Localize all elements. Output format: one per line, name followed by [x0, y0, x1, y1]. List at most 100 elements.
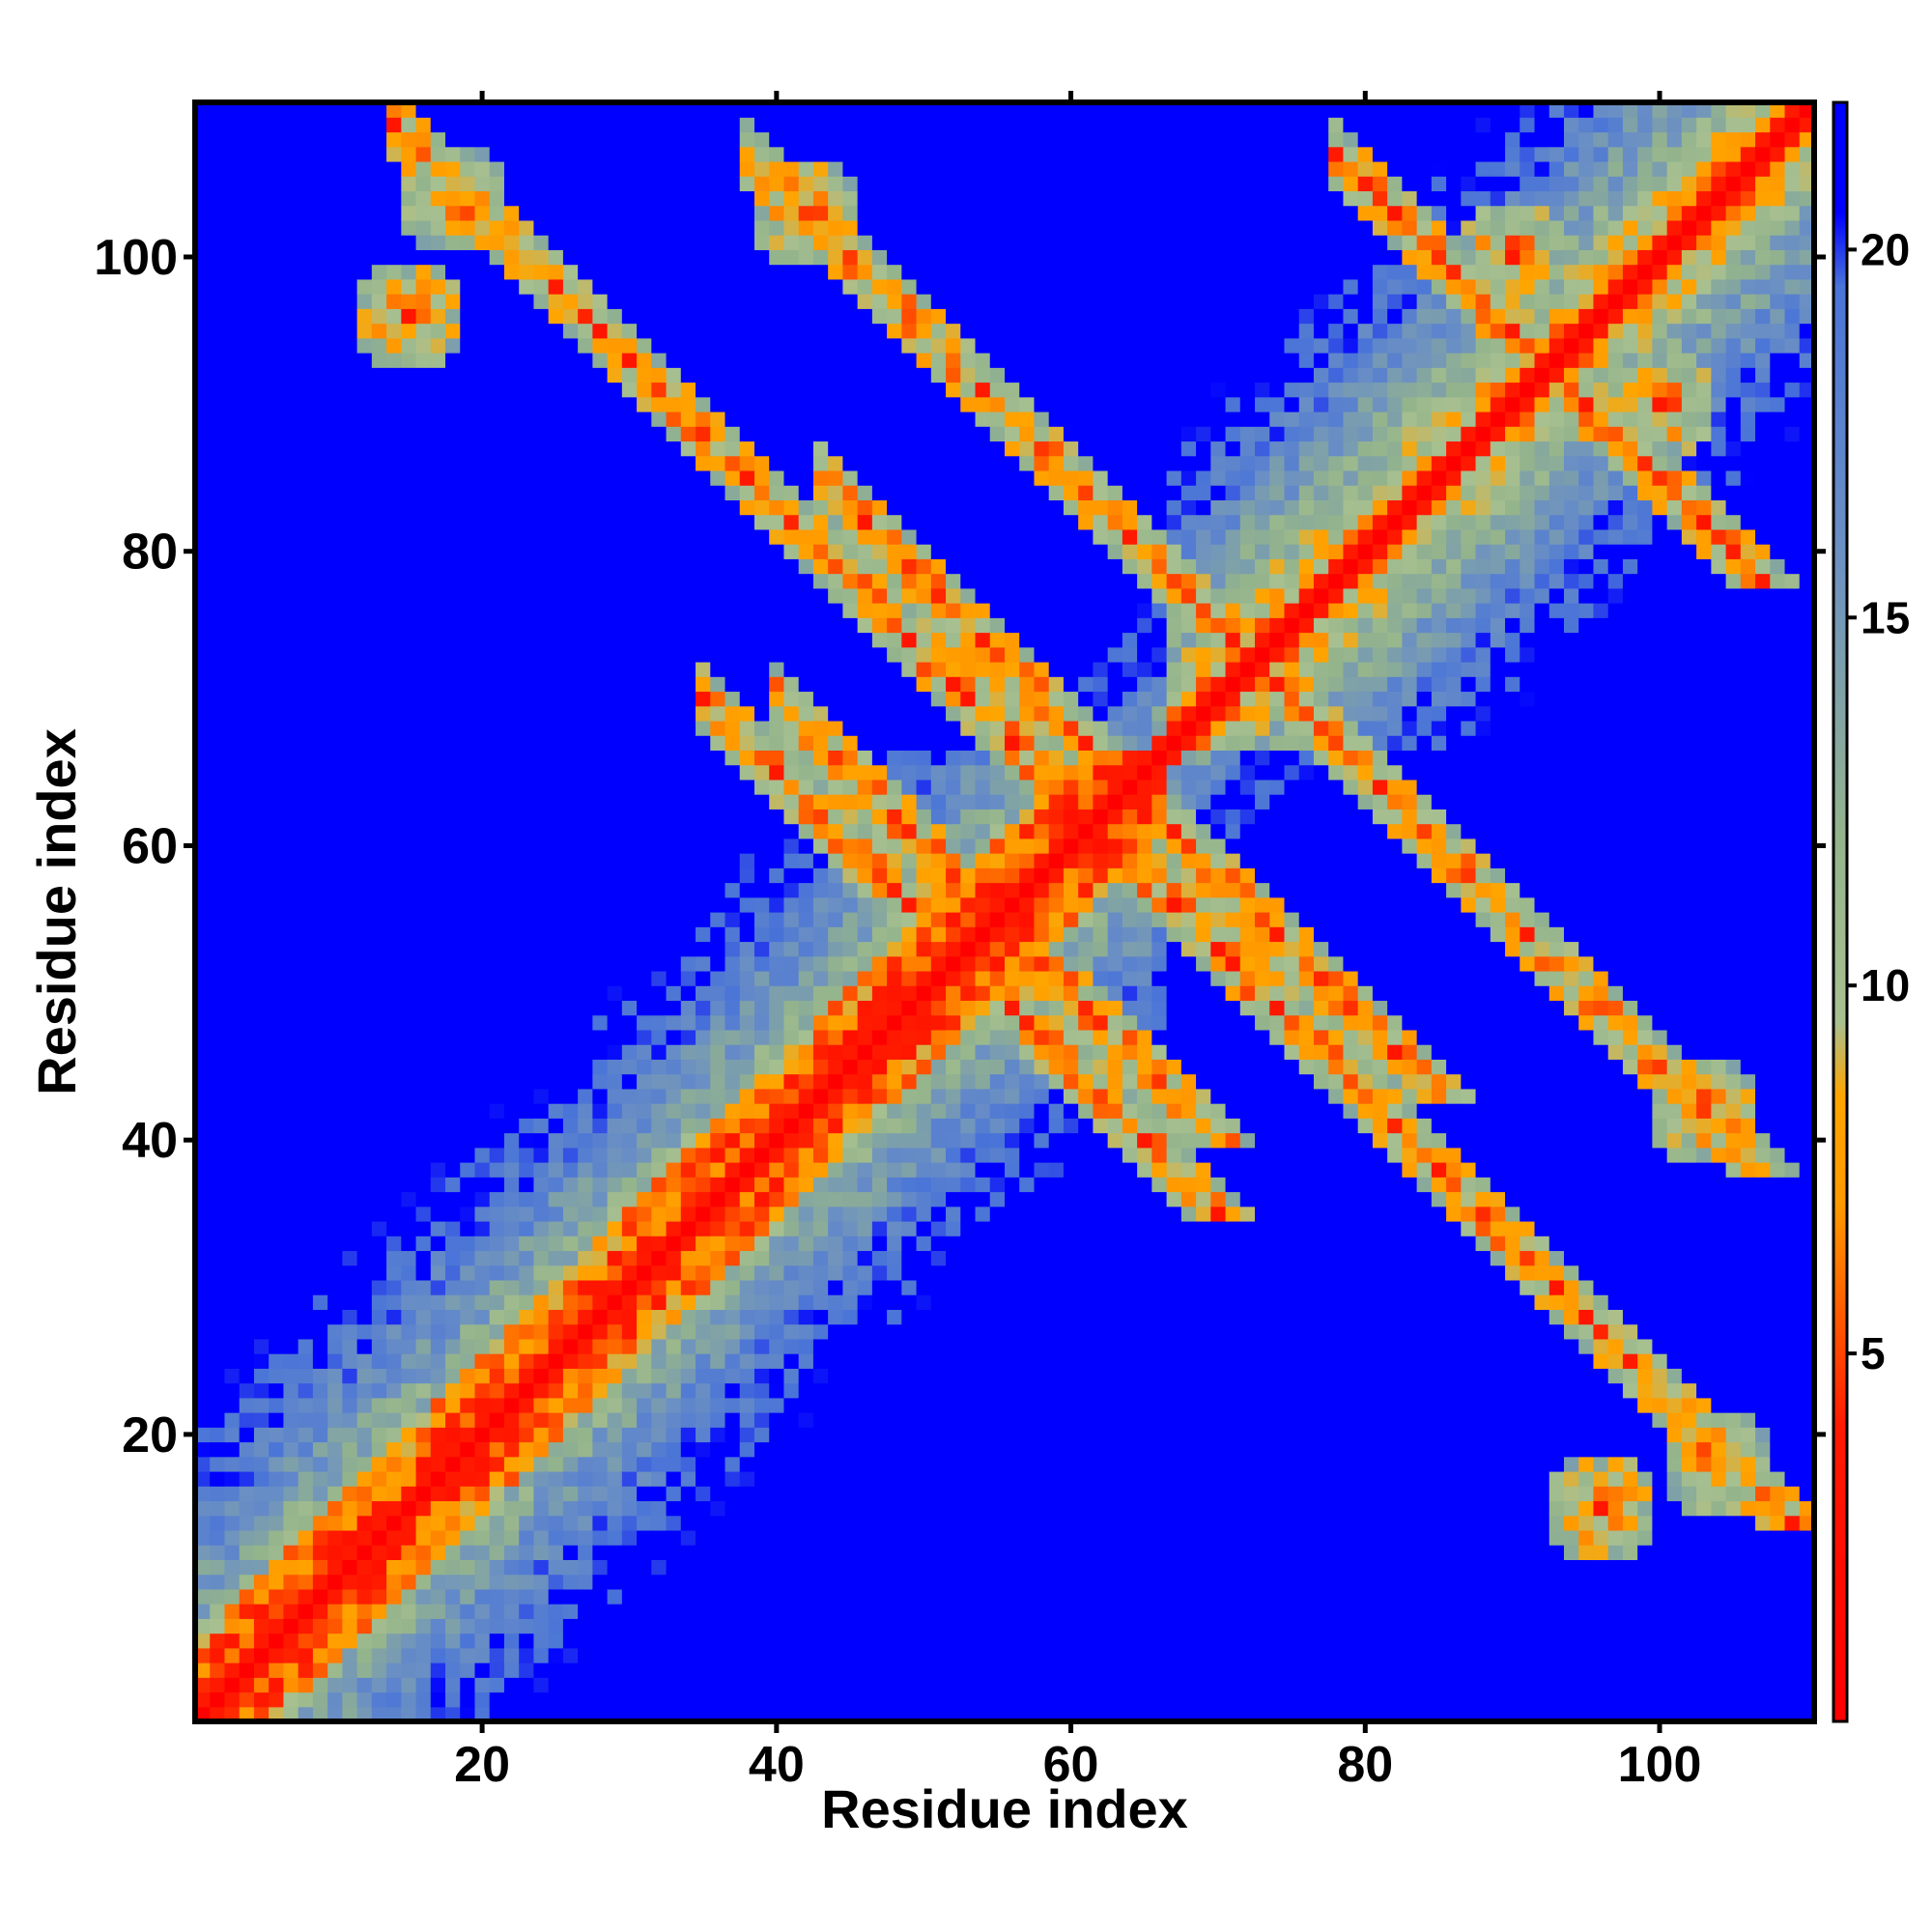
heatmap-cell: [710, 1059, 726, 1075]
heatmap-cell: [298, 896, 314, 913]
heatmap-cell: [607, 735, 623, 751]
heatmap-cell: [798, 1014, 814, 1031]
heatmap-cell: [637, 544, 652, 559]
heatmap-cell: [298, 985, 314, 1002]
heatmap-cell: [578, 294, 593, 309]
heatmap-cell: [386, 514, 402, 530]
heatmap-cell: [298, 1470, 314, 1487]
heatmap-cell: [210, 426, 226, 442]
heatmap-cell: [710, 750, 726, 766]
heatmap-cell: [210, 160, 226, 177]
heatmap-cell: [578, 337, 593, 354]
heatmap-cell: [224, 1588, 241, 1605]
heatmap-cell: [651, 764, 668, 781]
heatmap-cell: [621, 823, 638, 839]
heatmap-cell: [445, 1470, 461, 1487]
heatmap-cell: [753, 896, 770, 913]
heatmap-cell: [195, 1162, 211, 1178]
heatmap-cell: [327, 1368, 343, 1384]
heatmap-cell: [224, 1191, 241, 1208]
heatmap-cell: [342, 1220, 358, 1236]
heatmap-cell: [548, 264, 564, 280]
heatmap-cell: [489, 1147, 505, 1163]
heatmap-cell: [386, 160, 402, 177]
heatmap-cell: [224, 1633, 241, 1649]
heatmap-cell: [533, 779, 550, 795]
heatmap-cell: [696, 1470, 711, 1487]
heatmap-cell: [562, 1177, 579, 1193]
heatmap-cell: [812, 617, 829, 634]
heatmap-cell: [812, 264, 829, 280]
heatmap-cell: [828, 941, 843, 957]
heatmap-cell: [533, 853, 550, 868]
heatmap-cell: [753, 985, 770, 1002]
heatmap-cell: [533, 235, 550, 250]
heatmap-cell: [327, 1088, 343, 1104]
heatmap-cell: [195, 1604, 211, 1619]
heatmap-cell: [783, 853, 800, 868]
heatmap-cell: [283, 1515, 299, 1531]
heatmap-cell: [445, 1029, 461, 1045]
heatmap-cell: [753, 485, 770, 500]
heatmap-cell: [489, 131, 505, 148]
heatmap-cell: [651, 499, 668, 516]
heatmap-cell: [489, 1382, 505, 1399]
heatmap-cell: [710, 1191, 726, 1208]
heatmap-cell: [857, 1633, 873, 1649]
heatmap-cell: [607, 1382, 623, 1399]
heatmap-cell: [356, 720, 373, 736]
heatmap-cell: [637, 1250, 652, 1266]
heatmap-cell: [607, 1177, 623, 1193]
heatmap-cell: [680, 131, 696, 148]
heatmap-cell: [269, 396, 285, 412]
heatmap-cell: [415, 514, 432, 530]
heatmap-cell: [798, 1588, 814, 1605]
heatmap-cell: [342, 1412, 358, 1428]
heatmap-cell: [578, 469, 593, 486]
heatmap-cell: [415, 1545, 432, 1560]
heatmap-cell: [621, 573, 638, 589]
heatmap-cell: [386, 1618, 402, 1634]
heatmap-cell: [769, 1073, 785, 1090]
heatmap-cell: [253, 499, 270, 516]
heatmap-cell: [460, 160, 476, 177]
heatmap-cell: [312, 1044, 328, 1060]
heatmap-cell: [253, 323, 270, 339]
heatmap-cell: [621, 558, 638, 575]
heatmap-cell: [239, 353, 255, 368]
heatmap-cell: [783, 455, 800, 471]
heatmap-cell: [445, 603, 461, 618]
heatmap-cell: [269, 646, 285, 663]
heatmap-cell: [621, 1177, 638, 1193]
heatmap-cell: [356, 131, 373, 148]
heatmap-cell: [283, 896, 299, 913]
heatmap-cell: [666, 1191, 682, 1208]
heatmap-cell: [696, 764, 711, 781]
heatmap-cell: [386, 1029, 402, 1045]
heatmap-cell: [371, 426, 387, 442]
heatmap-cell: [828, 617, 843, 634]
heatmap-cell: [356, 676, 373, 693]
heatmap-cell: [724, 499, 741, 516]
heatmap-cell: [562, 249, 579, 266]
heatmap-cell: [812, 308, 829, 325]
heatmap-cell: [195, 1279, 211, 1295]
heatmap-cell: [239, 1529, 255, 1546]
heatmap-cell: [828, 205, 843, 221]
heatmap-cell: [460, 382, 476, 398]
heatmap-cell: [269, 1177, 285, 1193]
heatmap-cell: [519, 896, 535, 913]
heatmap-cell: [460, 1309, 476, 1325]
heatmap-cell: [474, 528, 491, 545]
heatmap-cell: [253, 235, 270, 250]
heatmap-cell: [783, 440, 800, 457]
heatmap-cell: [548, 617, 564, 634]
heatmap-cell: [356, 587, 373, 604]
heatmap-cell: [562, 735, 579, 751]
heatmap-cell: [195, 955, 211, 972]
heatmap-cell: [298, 1279, 314, 1295]
heatmap-cell: [460, 1029, 476, 1045]
heatmap-cell: [739, 1309, 755, 1325]
heatmap-cell: [621, 1279, 638, 1295]
heatmap-cell: [769, 720, 785, 736]
